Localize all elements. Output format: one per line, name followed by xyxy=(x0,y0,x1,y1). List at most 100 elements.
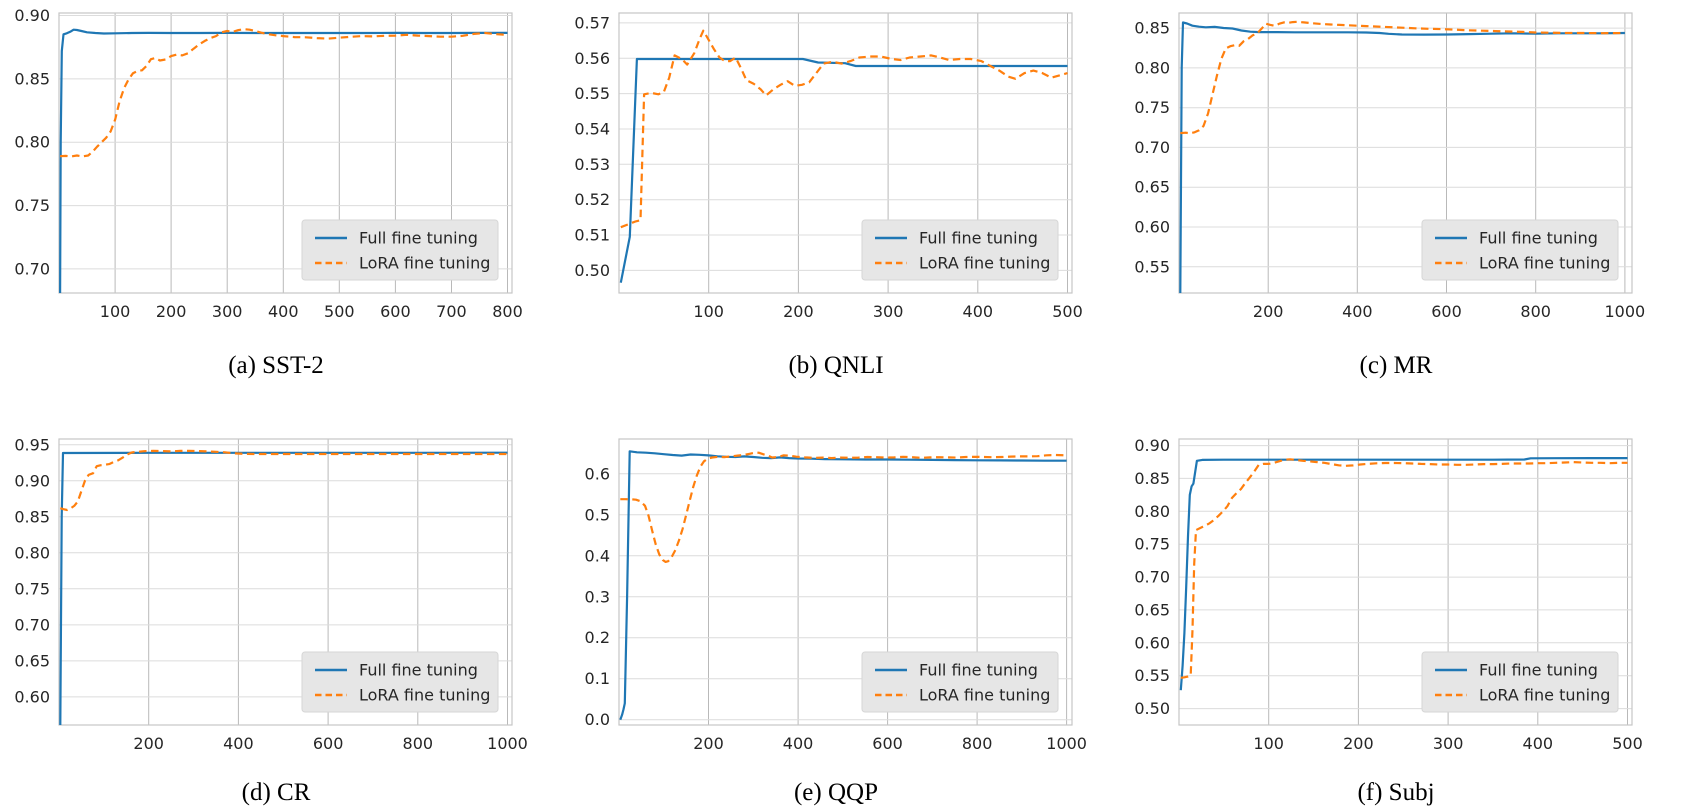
series-line-lora xyxy=(620,451,1067,563)
y-tick-label: 0.75 xyxy=(14,196,50,215)
legend-label-full: Full fine tuning xyxy=(359,229,478,248)
legend-label-full: Full fine tuning xyxy=(1479,229,1598,248)
x-tick-label: 800 xyxy=(492,302,523,321)
series-line-full xyxy=(619,450,1067,721)
caption-subj: (f) Subj xyxy=(1357,779,1435,806)
x-tick-label: 200 xyxy=(133,734,164,753)
y-tick-label: 0.80 xyxy=(1134,58,1170,77)
y-tick-label: 0.6 xyxy=(585,464,610,483)
chart-sst2: 0.70 0.75 0.80 0.85 0.90 100 200 300 400 500 600 70… xyxy=(14,6,523,321)
y-tick-label: 0.5 xyxy=(585,505,610,524)
caption-qnli: (b) QNLI xyxy=(788,352,884,379)
x-tick-label: 500 xyxy=(1612,734,1643,753)
x-tick-label: 800 xyxy=(962,734,993,753)
y-tick-label: 0.57 xyxy=(574,13,610,32)
y-tick-label: 0.85 xyxy=(14,69,50,88)
y-tick-label: 0.3 xyxy=(585,587,610,606)
plot-border xyxy=(618,438,1073,726)
legend-label-lora: LoRA fine tuning xyxy=(919,254,1050,273)
series-line-full xyxy=(1179,21,1625,294)
y-tick-label: 0.65 xyxy=(1134,178,1170,197)
x-tick-label: 200 xyxy=(1343,734,1374,753)
caption-qqp: (e) QQP xyxy=(793,779,878,806)
legend-box xyxy=(861,651,1059,713)
y-tick-label: 0.70 xyxy=(14,615,50,634)
y-tick-label: 0.65 xyxy=(14,651,50,670)
series-line-lora xyxy=(1180,458,1628,679)
y-tick-label: 0.75 xyxy=(1134,98,1170,117)
plot-border xyxy=(58,12,513,294)
chart-qqp: 0.0 0.1 0.2 0.3 0.4 0.5 0.6 200 400 600 800 1000 Ful… xyxy=(585,438,1087,753)
y-tick-label: 0.80 xyxy=(1134,502,1170,521)
y-tick-label: 0.55 xyxy=(1134,257,1170,276)
x-tick-label: 200 xyxy=(156,302,187,321)
plot-border xyxy=(1178,438,1633,726)
x-tick-label: 400 xyxy=(268,302,299,321)
x-tick-label: 400 xyxy=(223,734,254,753)
y-tick-label: 0.2 xyxy=(585,628,610,647)
y-tick-label: 0.70 xyxy=(1134,138,1170,157)
y-tick-label: 0.85 xyxy=(1134,469,1170,488)
chart-container-subj: 0.50 0.55 0.60 0.65 0.70 0.75 0.80 0.85 0.90 100 2… xyxy=(1126,403,1666,765)
legend-label-full: Full fine tuning xyxy=(919,661,1038,680)
y-tick-label: 0.65 xyxy=(1134,600,1170,619)
legend-box xyxy=(1421,219,1619,281)
legend-label-lora: LoRA fine tuning xyxy=(359,686,490,705)
series-line-full xyxy=(619,57,1068,283)
y-tick-label: 0.60 xyxy=(1134,633,1170,652)
y-tick-label: 0.55 xyxy=(574,84,610,103)
legend: Full fine tuning LoRA fine tuning xyxy=(861,651,1059,713)
y-tick-label: 0.60 xyxy=(1134,217,1170,236)
y-tick-label: 0.90 xyxy=(14,471,50,490)
legend-box xyxy=(861,219,1059,281)
chart-container-cr: 0.60 0.65 0.70 0.75 0.80 0.85 0.90 0.95 200 400 60… xyxy=(6,403,546,765)
series-line-lora xyxy=(620,29,1068,229)
chart-container-sst2: 0.70 0.75 0.80 0.85 0.90 100 200 300 400 500 600 70… xyxy=(6,0,546,329)
chart-subj: 0.50 0.55 0.60 0.65 0.70 0.75 0.80 0.85 0.90 100 2… xyxy=(1134,436,1643,753)
y-tick-label: 0.85 xyxy=(14,507,50,526)
y-tick-label: 0.4 xyxy=(585,546,610,565)
legend-box xyxy=(301,651,499,713)
plot-border xyxy=(618,12,1073,294)
subplot-mr: 0.55 0.60 0.65 0.70 0.75 0.80 0.85 200 400 600 800… xyxy=(1126,0,1691,403)
x-tick-label: 100 xyxy=(100,302,131,321)
plot-border xyxy=(1178,12,1633,294)
chart-qnli: 0.50 0.51 0.52 0.53 0.54 0.55 0.56 0.57 100 200 30… xyxy=(574,12,1083,321)
legend-label-lora: LoRA fine tuning xyxy=(919,686,1050,705)
subplot-qnli: 0.50 0.51 0.52 0.53 0.54 0.55 0.56 0.57 100 200 30… xyxy=(566,0,1126,403)
subplot-qqp: 0.0 0.1 0.2 0.3 0.4 0.5 0.6 200 400 600 800 1000 Ful… xyxy=(566,403,1126,810)
y-tick-label: 0.80 xyxy=(14,543,50,562)
x-tick-label: 400 xyxy=(783,734,814,753)
x-tick-label: 700 xyxy=(436,302,467,321)
caption-sst2: (a) SST-2 xyxy=(228,352,324,379)
series-line-lora xyxy=(1180,20,1625,135)
x-tick-label: 200 xyxy=(1253,302,1284,321)
caption-cr: (d) CR xyxy=(241,779,311,806)
x-tick-label: 200 xyxy=(783,302,814,321)
x-tick-label: 300 xyxy=(873,302,904,321)
plot-border xyxy=(58,438,513,726)
legend-label-full: Full fine tuning xyxy=(919,229,1038,248)
x-tick-label: 100 xyxy=(1253,734,1284,753)
y-tick-label: 0.53 xyxy=(574,155,610,174)
y-tick-label: 0.1 xyxy=(585,669,610,688)
legend-label-lora: LoRA fine tuning xyxy=(359,254,490,273)
x-tick-label: 800 xyxy=(403,734,434,753)
x-tick-label: 600 xyxy=(380,302,411,321)
subplot-subj: 0.50 0.55 0.60 0.65 0.70 0.75 0.80 0.85 0.90 100 2… xyxy=(1126,403,1691,810)
y-tick-label: 0.90 xyxy=(14,6,50,25)
chart-container-qnli: 0.50 0.51 0.52 0.53 0.54 0.55 0.56 0.57 100 200 30… xyxy=(566,0,1106,329)
y-tick-label: 0.55 xyxy=(1134,666,1170,685)
x-tick-label: 600 xyxy=(1431,302,1462,321)
x-tick-label: 300 xyxy=(1433,734,1464,753)
x-tick-label: 1000 xyxy=(1605,302,1646,321)
y-tick-label: 0.50 xyxy=(574,261,610,280)
series-line-lora xyxy=(59,449,508,512)
x-tick-label: 800 xyxy=(1520,302,1551,321)
x-tick-label: 400 xyxy=(1342,302,1373,321)
y-tick-label: 0.80 xyxy=(14,133,50,152)
chart-cr: 0.60 0.65 0.70 0.75 0.80 0.85 0.90 0.95 200 400 60… xyxy=(14,435,527,753)
x-tick-label: 400 xyxy=(963,302,994,321)
x-tick-label: 500 xyxy=(1052,302,1083,321)
